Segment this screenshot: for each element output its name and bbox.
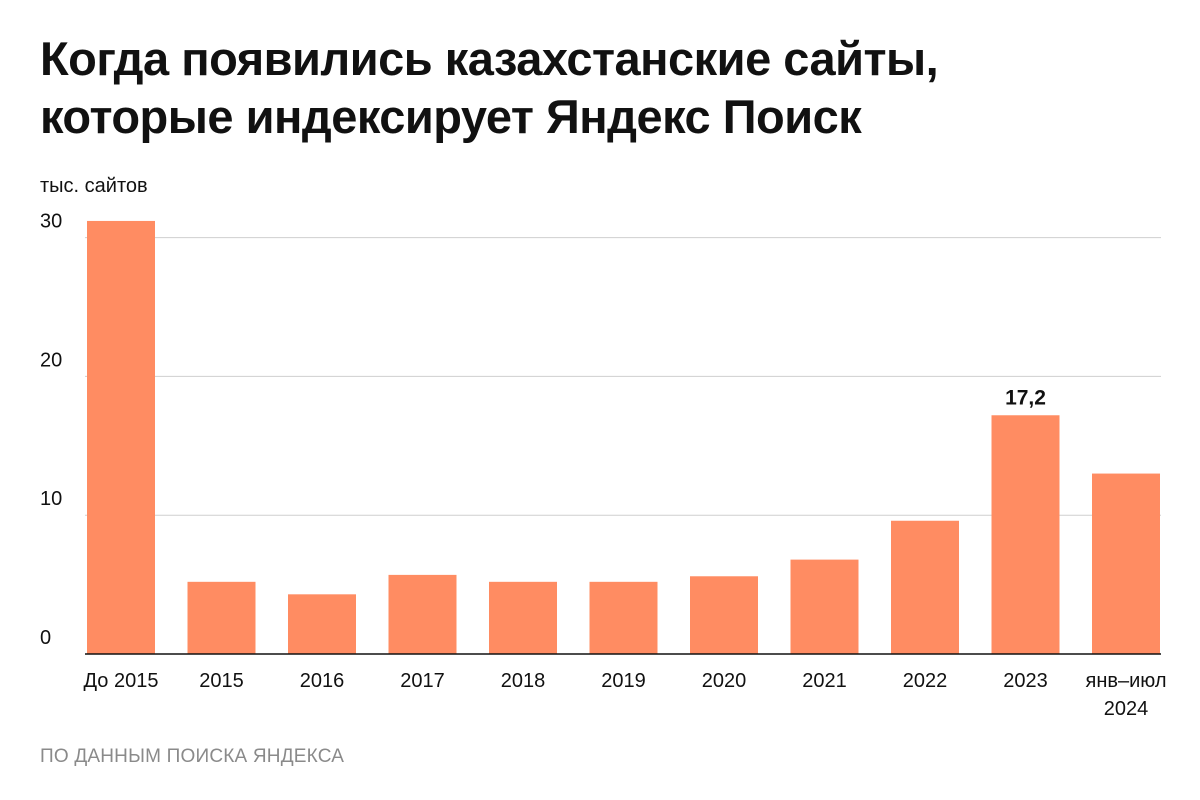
bar-0 (87, 220, 155, 654)
bar-2 (288, 594, 356, 654)
x-tick-label-1: 2015 (199, 670, 244, 692)
x-tick-label-7: 2021 (802, 670, 847, 692)
chart-title-line-1: Когда появились казахстанские сайты, (40, 32, 939, 85)
bar-8 (891, 520, 959, 654)
data-label-9: 17,2 (1005, 386, 1046, 409)
x-tick-label-9: 2023 (1003, 670, 1048, 692)
y-axis-unit-label: тыс. сайтов (40, 175, 148, 197)
x-tick-label-8: 2022 (903, 670, 948, 692)
x-tick-label-0: До 2015 (84, 670, 159, 692)
x-tick-label-10-1: 2024 (1104, 698, 1149, 720)
chart-title-line-2: которые индексирует Яндекс Поиск (40, 90, 862, 143)
x-tick-label-4: 2018 (501, 670, 546, 692)
y-tick-label-10: 10 (40, 488, 62, 510)
bar-5 (589, 581, 658, 654)
bar-3 (388, 574, 457, 654)
y-tick-label-30: 30 (40, 211, 62, 233)
x-tick-label-2: 2016 (300, 670, 345, 692)
bar-1 (187, 581, 256, 654)
y-tick-label-0: 0 (40, 627, 51, 649)
x-tick-label-3: 2017 (400, 670, 445, 692)
bar-4 (489, 581, 557, 654)
x-tick-label-5: 2019 (601, 670, 646, 692)
chart-title: Когда появились казахстанские сайты, кот… (40, 30, 1160, 146)
bar-7 (790, 559, 859, 654)
bar-10 (1092, 473, 1160, 654)
y-tick-label-20: 20 (40, 349, 62, 371)
x-tick-label-6: 2020 (702, 670, 747, 692)
bar-6 (690, 576, 758, 654)
source-note: ПО ДАННЫМ ПОИСКА ЯНДЕКСА (40, 746, 345, 767)
bar-9 (991, 415, 1060, 654)
x-tick-label-10-0: янв–июл (1085, 670, 1166, 692)
